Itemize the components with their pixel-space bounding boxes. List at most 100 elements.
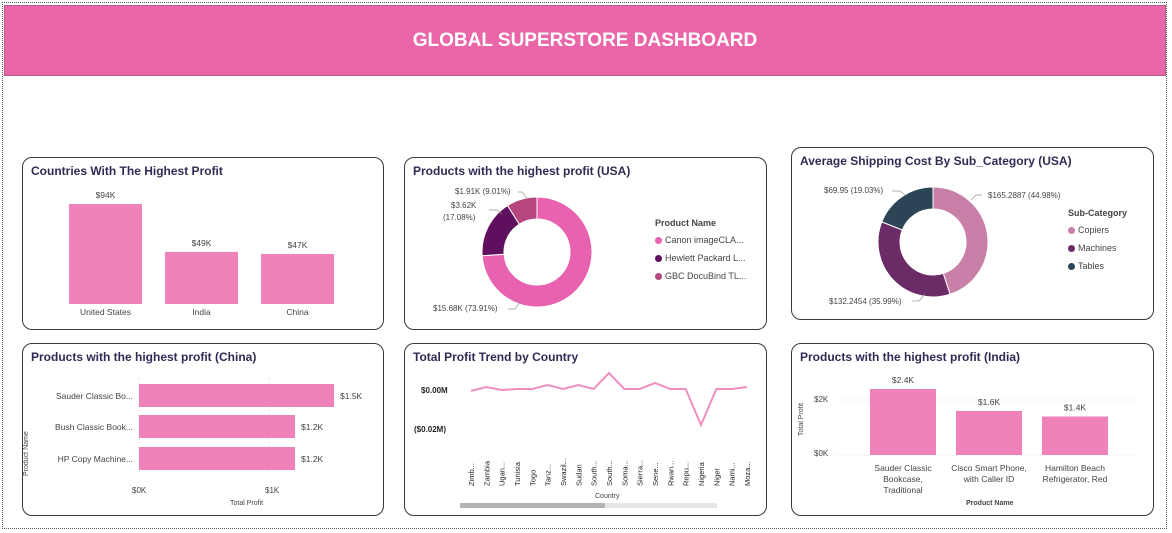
bar-value-label: $1.6K [978,397,1001,407]
usa-products-card[interactable]: Products with the highest profit (USA) $… [404,157,767,330]
shipping-cost-card[interactable]: Average Shipping Cost By Sub_Category (U… [791,147,1154,320]
legend-title: Product Name [655,218,717,228]
x-tick-label: South... [590,460,599,486]
legend-swatch [1068,262,1075,270]
legend-label: Copiers [1078,225,1110,235]
profit-trend-card[interactable]: Total Profit Trend by Country $0.00M ($0… [404,343,767,516]
category-label: Hamilton Beach [1045,463,1105,473]
countries-profit-card[interactable]: Countries With The Highest Profit $94K Un… [22,157,384,330]
legend-label: Hewlett Packard L... [665,253,746,263]
legend-label: Machines [1078,243,1117,253]
bar[interactable] [139,384,334,407]
category-label: Refrigerator, Red [1043,474,1108,484]
legend-item[interactable]: Hewlett Packard L... [655,253,746,263]
x-tick-label: Togo [528,470,537,486]
card-title: Products with the highest profit (India) [800,350,1020,364]
shipping-donut-chart [877,186,989,298]
donut-data-label: $132.2454 (35.99%) [829,297,902,306]
bar[interactable] [139,447,295,470]
legend-swatch [655,272,662,280]
bar[interactable] [956,411,1022,455]
category-label: Bookcase, [883,474,923,484]
china-bar-chart: Sauder Classic Bo... $1.5K Bush Classic Bo… [55,378,363,472]
bar[interactable] [261,254,334,304]
donut-data-label: $1.91K (9.01%) [455,187,511,196]
donut-slice[interactable] [932,186,989,295]
category-label: HP Copy Machine... [58,454,133,464]
bar[interactable] [69,204,142,304]
card-title: Products with the highest profit (China) [31,350,257,364]
x-tick-label: Ugan... [498,462,507,486]
bar-value-label: $1.2K [301,454,324,464]
scrollbar-thumb[interactable] [460,503,605,508]
category-label: United States [80,307,131,317]
bar-value-label: $47K [288,240,308,250]
card-title: Total Profit Trend by Country [413,350,579,364]
usa-donut-chart [481,196,593,308]
legend-swatch [1068,226,1075,234]
india-products-card[interactable]: Products with the highest profit (India)… [791,343,1154,516]
bar-value-label: $1.5K [340,391,363,401]
x-tick-label: Zimb... [467,463,476,486]
x-tick-label: Nigeria [697,461,706,486]
bar[interactable] [139,415,295,438]
bar[interactable] [1042,416,1108,456]
legend-title: Sub-Category [1068,208,1128,218]
donut-data-label: $165.2887 (44.98%) [988,191,1061,200]
x-tick-label: Niger [712,468,721,486]
donut-data-label: $3.62K [451,201,477,210]
x-tick-label: Tunisia [513,461,522,486]
x-axis-label: Country [595,493,620,500]
category-label: China [286,307,308,317]
x-tick: $1K [265,486,280,495]
legend-swatch [655,254,662,262]
bar-value-label: $1.4K [1064,403,1087,413]
legend-item[interactable]: Tables [1068,261,1104,271]
trend-line-chart: Zimb... Zambia Ugan... Tunisia Togo Tanz... Sw… [467,371,752,486]
x-tick-label: Repu... [682,462,691,486]
legend-label: Tables [1078,261,1105,271]
legend-item[interactable]: GBC DocuBind TL... [655,271,746,281]
category-label: Sauder Classic Bo... [56,391,133,401]
donut-slice[interactable] [881,186,934,231]
donut-slice[interactable] [506,196,538,225]
scrollbar[interactable] [460,503,717,508]
bar-value-label: $2.4K [892,375,915,385]
bar[interactable] [870,389,936,455]
category-label: Sauder Classic [874,463,932,473]
legend-item[interactable]: Machines [1068,243,1117,253]
legend-item[interactable]: Canon imageCLA... [655,235,744,245]
trend-line[interactable] [470,371,748,428]
x-tick-label: Swazil... [559,458,568,486]
x-tick-label: South... [605,460,614,486]
y-tick: $0.00M [421,386,448,395]
x-tick: $0K [132,486,147,495]
dashboard-header: GLOBAL SUPERSTORE DASHBOARD [4,5,1166,76]
bar[interactable] [165,251,238,304]
donut-data-label: $69.95 (19.03%) [824,186,884,195]
category-label: India [192,307,211,317]
donut-slice[interactable] [481,196,593,308]
y-tick: $0K [814,449,829,458]
y-tick: $2K [814,395,829,404]
x-tick-label: Rwan... [666,461,675,486]
china-products-card[interactable]: Products with the highest profit (China)… [22,343,384,516]
donut-data-label: (17.08%) [443,213,476,222]
card-title: Countries With The Highest Profit [31,164,223,178]
x-tick-label: Nami... [728,462,737,486]
x-tick-label: Tanz... [544,464,553,486]
y-tick: ($0.02M) [414,425,447,434]
x-axis-label: Product Name [966,500,1014,507]
x-tick-label: Soma... [620,460,629,486]
legend-swatch [1068,244,1075,252]
x-tick-label: Sene... [651,462,660,486]
category-label: with Caller ID [963,474,1015,484]
legend-swatch [655,236,662,244]
legend-item[interactable]: Copiers [1068,225,1109,235]
category-label: Bush Classic Book... [55,422,133,432]
donut-slice[interactable] [877,221,951,298]
legend-label: Canon imageCLA... [665,235,744,245]
x-tick-label: Zambia [482,460,491,486]
